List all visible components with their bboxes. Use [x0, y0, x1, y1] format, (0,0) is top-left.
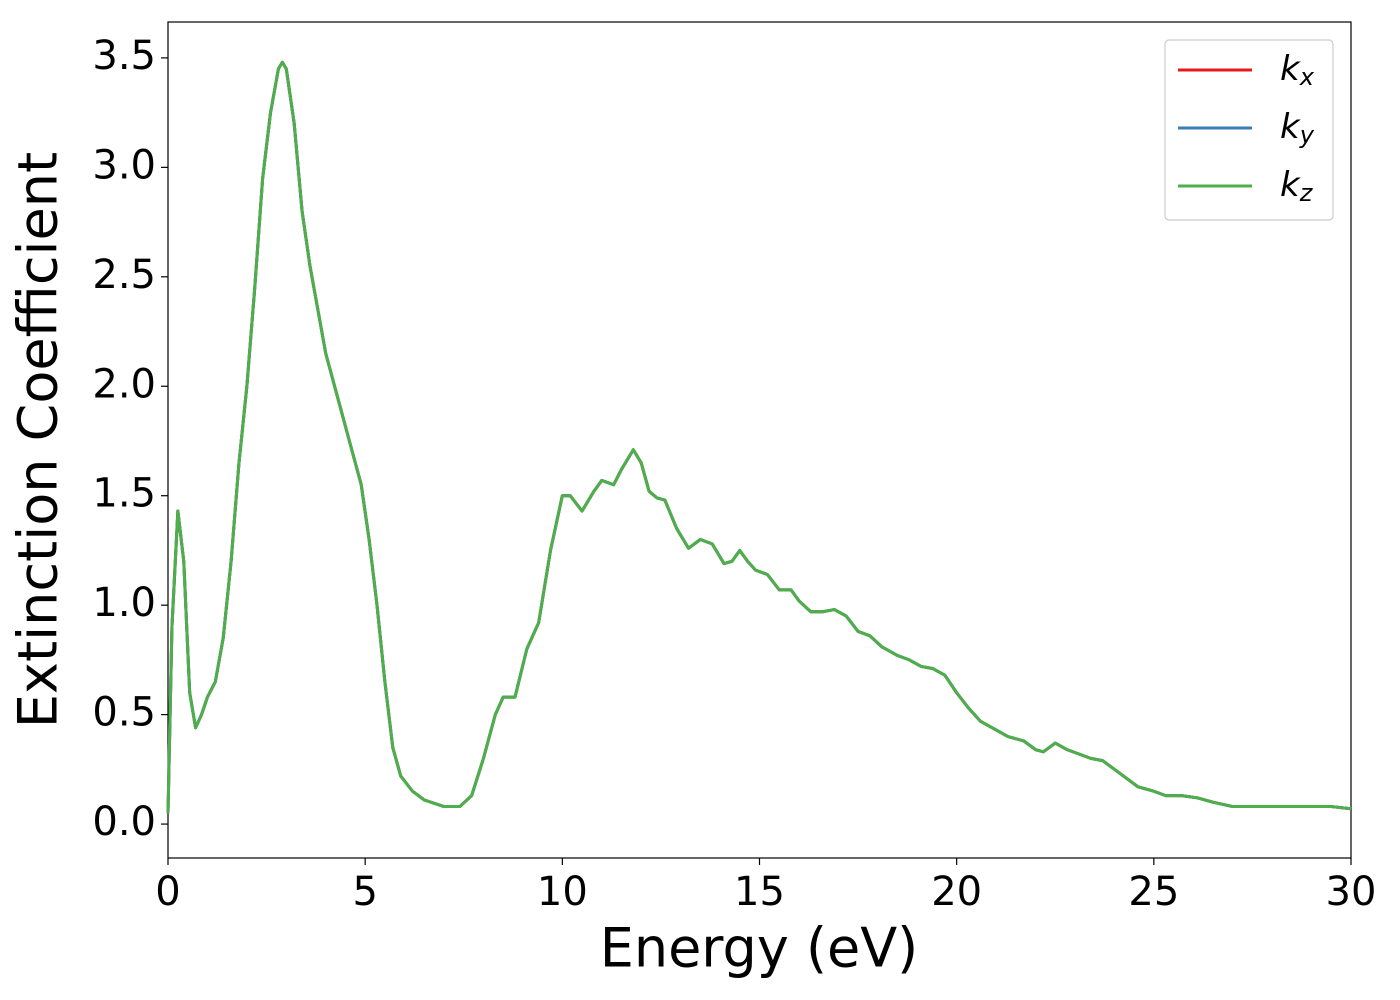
y-tick-label: 0.5 — [92, 690, 156, 736]
x-tick-label: 5 — [352, 869, 377, 915]
y-axis-label: Extinction Coefficient — [7, 152, 70, 728]
x-axis-label: Energy (eV) — [600, 917, 919, 980]
data-line — [166, 60, 1352, 814]
y-tick-label: 1.5 — [92, 471, 156, 517]
legend: kx ky kz — [1164, 39, 1334, 221]
x-tick-label: 10 — [537, 869, 588, 915]
x-tick-label: 15 — [734, 869, 785, 915]
legend-label: ky — [1280, 107, 1315, 150]
y-tick-label: 1.0 — [92, 580, 156, 626]
legend-frame — [1164, 39, 1334, 221]
y-tick-label: 2.0 — [92, 361, 156, 407]
x-tick-label: 30 — [1326, 869, 1377, 915]
x-tick-label: 20 — [931, 869, 982, 915]
y-tick-label: 3.5 — [92, 33, 156, 79]
legend-label: kz — [1280, 165, 1314, 208]
x-tick-label: 0 — [155, 869, 180, 915]
y-tick-label: 2.5 — [92, 252, 156, 298]
y-tick-label: 0.0 — [92, 799, 156, 845]
legend-label: kx — [1280, 49, 1315, 92]
x-tick-label: 25 — [1128, 869, 1179, 915]
y-tick-label: 3.0 — [92, 142, 156, 188]
